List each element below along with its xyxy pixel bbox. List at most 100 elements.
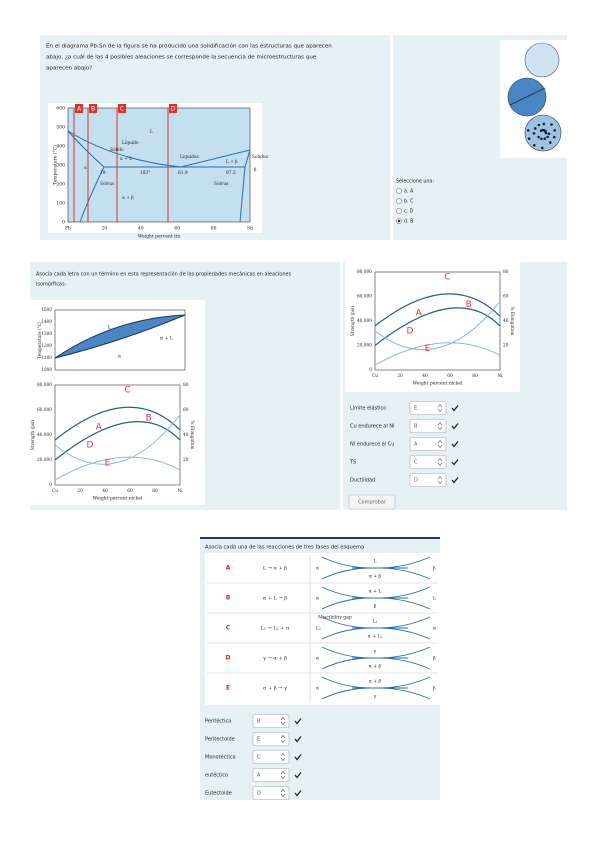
axis-title: Weight percent tin [138,234,181,240]
button[interactable] [348,494,396,510]
schema-label: L [433,596,436,602]
dropdown[interactable] [409,437,447,451]
check-icon [294,718,302,725]
x-tick-label: 60 [174,226,180,232]
letter-label: D [407,326,414,336]
row-label: Ni endurece al Cu [350,442,394,448]
reaction: L₁ → L₂ + α [261,626,290,632]
schema-label: β [374,604,377,610]
region-label: 97.5 [226,171,236,176]
dropdown[interactable] [409,455,447,469]
phase-schema [321,676,431,700]
axis-title: Temperature (°C) [37,321,42,359]
x-tick-label: 80 [211,226,217,232]
y-tick-label: 80,000 [37,383,52,388]
alloy-label: D [171,106,176,113]
particle [527,137,531,141]
option-label: c. D [404,209,414,215]
dropdown[interactable] [409,473,447,487]
dropdown-arrow [437,458,443,466]
y2-tick-label: 40 [503,319,509,324]
dropdown[interactable] [252,732,290,746]
axis-title: % Elongation [509,306,514,335]
x-tick-label: Ni [497,374,503,379]
row-label: Eutectoide [205,791,232,797]
check-icon [451,459,459,466]
option-label: d. B [404,219,413,225]
particle [537,135,540,139]
region-label: Solvus [214,182,228,187]
x-tick-label: Pb [65,226,71,232]
x-tick-label: 80 [152,489,158,494]
y-tick-label: 60,000 [357,295,372,300]
plot-area [67,107,251,223]
y-tick-label: 1300 [41,331,52,336]
x-tick-label: 40 [422,374,428,379]
y-tick-label: 600 [56,106,65,112]
dropdown-arrow [280,753,286,761]
y-tick-label: 400 [56,144,65,150]
schema-label: α + β [369,679,382,685]
microstructure [524,42,560,78]
x-tick-label: 60 [447,374,453,379]
x-tick-label: 40 [138,226,144,232]
dropdown[interactable] [252,750,290,764]
dropdown-arrow [437,440,443,448]
dropdown[interactable] [252,786,290,800]
schema-label: γ [374,650,377,655]
dropdown[interactable] [409,401,447,415]
radio-dot [397,219,401,223]
y-tick-label: 0 [49,483,52,488]
letter-label: D [87,441,94,451]
axis-title: Weight percent nickel [92,496,143,502]
schema-label: γ [374,695,377,700]
option-label: b. C [404,199,414,205]
y-tick-label: 200 [56,182,65,188]
radio[interactable] [396,188,402,194]
dropdown-value: C [414,460,418,466]
phase-schema [321,586,431,610]
particle [546,135,549,139]
region-label: α + L [120,157,132,162]
y2-tick-label: 80 [503,270,509,275]
y-tick-label: 1100 [41,355,52,360]
y2-tick-label: 40 [183,433,189,438]
dropdown[interactable] [409,419,447,433]
question-text: abajo, ¿a cuál de las 4 posibles aleacio… [46,54,317,61]
dropdown-value: B [414,424,418,430]
reaction: γ → α + β [263,656,287,662]
question-text: En el diagrama Pb-Sn de la figura se ha … [46,43,332,50]
schema-label: β [433,566,436,572]
two-phase-lens [54,314,186,359]
yield-curve [374,307,501,346]
row-label: Cu endurece al Ni [350,424,394,430]
schema-label: α [316,567,319,572]
letter-label: A [96,423,103,433]
y-tick-label: 0 [369,368,372,373]
dropdown-arrow [280,771,286,779]
dropdown[interactable] [252,768,290,782]
radio[interactable] [396,208,402,214]
letter-label: C [124,386,130,396]
schema-label: α [433,627,436,632]
question-text: Asocia cada letra con un término en esta… [36,271,292,278]
region-label: Solidus [252,155,268,160]
letter-label: B [466,300,472,310]
schema-label: L₂ [316,626,321,632]
schema-label: α [316,657,319,662]
dropdown[interactable] [252,714,290,728]
dropdown-value: A [257,773,261,779]
phase-schema [321,616,431,640]
letter-label: E [105,459,111,469]
plot-area [54,384,181,486]
particle [550,123,553,126]
schema-label: β [433,656,436,662]
particle [549,141,552,144]
row-letter: C [226,625,231,632]
row-label: TS [349,460,356,466]
row-letter: E [226,685,230,692]
particle [537,123,541,127]
y-tick-label: 40,000 [357,319,372,324]
region-label: α + L [160,336,173,342]
radio[interactable] [396,198,402,204]
